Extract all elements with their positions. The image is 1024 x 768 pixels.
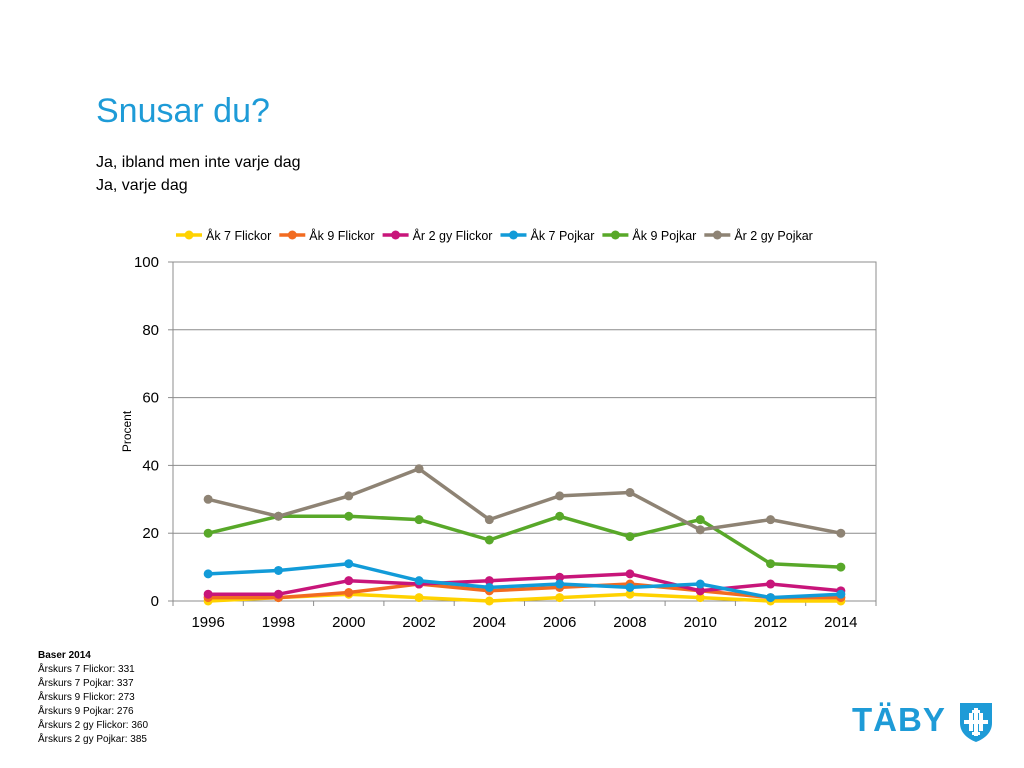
data-point	[695, 525, 705, 535]
notes-title: Baser 2014	[38, 650, 91, 661]
legend-marker	[391, 230, 401, 240]
data-point	[836, 528, 846, 538]
data-point	[695, 515, 705, 525]
legend-marker	[610, 230, 620, 240]
taby-logo: TÄBY	[852, 699, 997, 745]
legend-label: År 2 gy Pojkar	[734, 228, 813, 243]
base-notes: Baser 2014 Årskurs 7 Flickor: 331 Årskur…	[38, 649, 148, 747]
data-point	[414, 593, 424, 603]
y-tick-label: 60	[142, 390, 159, 407]
legend-marker	[712, 230, 722, 240]
series-line	[206, 561, 843, 600]
legend-label: Åk 7 Pojkar	[530, 228, 594, 243]
logo-text: TÄBY	[852, 701, 946, 738]
data-point	[836, 589, 846, 599]
data-point	[273, 589, 283, 599]
data-point	[273, 511, 283, 521]
legend-label: Åk 7 Flickor	[206, 228, 271, 243]
data-point	[344, 576, 354, 586]
data-point	[766, 579, 776, 589]
legend-label: Åk 9 Pojkar	[632, 228, 696, 243]
legend-label: Åk 9 Flickor	[309, 228, 374, 243]
x-tick-label: 2008	[613, 614, 646, 631]
subtitle-line: Ja, varje dag	[96, 177, 188, 194]
data-point	[625, 569, 635, 579]
x-tick-label: 1998	[262, 614, 295, 631]
data-point	[344, 511, 354, 521]
data-point	[414, 576, 424, 586]
x-tick-label: 1996	[191, 614, 224, 631]
notes-line: Årskurs 2 gy Pojkar: 385	[38, 734, 147, 745]
data-point	[625, 582, 635, 592]
data-point	[555, 511, 565, 521]
data-point	[625, 488, 635, 498]
data-point	[414, 464, 424, 474]
data-point	[273, 565, 283, 575]
series-line	[206, 467, 843, 535]
data-point	[203, 569, 213, 579]
x-tick-label: 2002	[402, 614, 435, 631]
x-tick-label: 2004	[473, 614, 506, 631]
y-tick-label: 100	[134, 254, 159, 271]
y-tick-label: 0	[151, 593, 159, 610]
data-point	[484, 596, 494, 606]
chart-legend: Åk 7 Flickor Åk 9 Flickor År 2 gy Flickor Å…	[176, 228, 813, 243]
data-point	[555, 579, 565, 589]
taby-shield-icon	[960, 703, 992, 742]
data-point	[203, 494, 213, 504]
x-tick-label: 2000	[332, 614, 365, 631]
data-point	[484, 535, 494, 545]
notes-line: Årskurs 2 gy Flickor: 360	[38, 720, 149, 731]
plot-area	[172, 261, 877, 602]
data-point	[836, 562, 846, 572]
data-point	[414, 515, 424, 525]
notes-line: Årskurs 7 Pojkar: 337	[38, 678, 134, 689]
data-point	[484, 576, 494, 586]
y-tick-label: 40	[142, 457, 159, 474]
page-subtitle: Ja, ibland men inte varje dag Ja, varje …	[96, 151, 301, 197]
x-tick-label: 2006	[543, 614, 576, 631]
data-point	[695, 579, 705, 589]
notes-line: Årskurs 7 Flickor: 331	[38, 664, 135, 675]
series-line	[206, 582, 843, 600]
data-point	[695, 593, 705, 603]
y-axis-label: Procent	[120, 410, 134, 452]
y-tick-label: 80	[142, 322, 159, 339]
data-point	[484, 582, 494, 592]
notes-line: Årskurs 9 Flickor: 273	[38, 692, 135, 703]
data-point	[555, 572, 565, 582]
series-line	[206, 572, 843, 596]
data-point	[203, 528, 213, 538]
data-point	[695, 586, 705, 596]
legend-marker	[184, 230, 194, 240]
x-tick-label: 2012	[754, 614, 787, 631]
data-point	[555, 593, 565, 603]
x-tick-label: 2014	[824, 614, 857, 631]
data-point	[203, 589, 213, 599]
data-point	[344, 491, 354, 501]
y-tick-label: 20	[142, 525, 159, 542]
legend-marker	[287, 230, 297, 240]
data-point	[766, 515, 776, 525]
data-point	[555, 491, 565, 501]
data-point	[344, 588, 354, 598]
notes-line: Årskurs 9 Pojkar: 276	[38, 706, 134, 717]
legend-label: År 2 gy Flickor	[413, 228, 493, 243]
series-line	[206, 514, 843, 569]
subtitle-line: Ja, ibland men inte varje dag	[96, 154, 301, 171]
data-point	[625, 589, 635, 599]
data-point	[625, 532, 635, 542]
data-point	[766, 559, 776, 569]
data-point	[484, 515, 494, 525]
x-tick-label: 2010	[684, 614, 717, 631]
data-point	[766, 593, 776, 603]
legend-marker	[508, 230, 518, 240]
page-title: Snusar du?	[96, 92, 270, 130]
data-point	[344, 559, 354, 569]
